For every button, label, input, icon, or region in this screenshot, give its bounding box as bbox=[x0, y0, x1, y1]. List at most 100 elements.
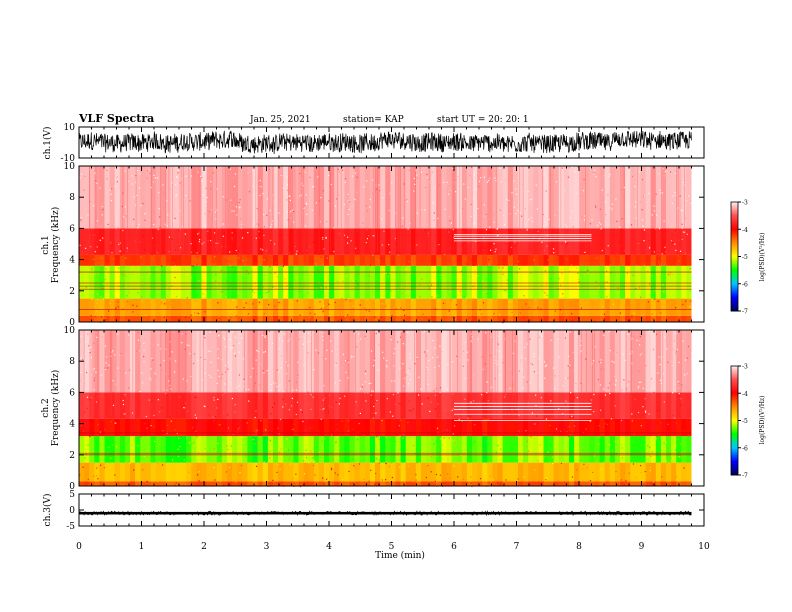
ch2-spectrogram-speckle bbox=[256, 350, 258, 352]
ch2-spectrogram-speckle bbox=[93, 379, 95, 382]
ch1-spectrogram-cell bbox=[446, 298, 453, 316]
ch1-spectrogram-speckle bbox=[486, 181, 488, 183]
ch1-spectrogram-speckle bbox=[468, 305, 470, 307]
ch2-spectrogram-speckle bbox=[627, 333, 629, 335]
ch1-spectrogram-cell bbox=[221, 228, 228, 255]
ch1-spectrogram-speckle bbox=[504, 243, 506, 245]
ch1-spectrogram-speckle bbox=[123, 216, 125, 218]
ch1-spectrogram-speckle bbox=[378, 184, 380, 186]
ch1-colorbar-swatch bbox=[731, 240, 738, 243]
ch1-spectrogram-speckle bbox=[401, 292, 404, 295]
ch1-colorbar-swatch bbox=[731, 243, 738, 247]
ch2-colorbar-swatch bbox=[731, 433, 738, 436]
ch2-spectrogram-speckle bbox=[607, 387, 609, 389]
ch2-spectrogram-cell bbox=[589, 392, 596, 419]
ch2-spectrogram-speckle bbox=[278, 338, 280, 340]
ch2-spectrogram-speckle bbox=[539, 444, 541, 446]
ch1-spectrogram-speckle bbox=[500, 286, 502, 288]
ch1-spectrogram-speckle bbox=[639, 287, 641, 289]
ch2-spectrogram-speckle bbox=[189, 442, 191, 444]
ch1-spectrogram-speckle bbox=[206, 197, 208, 199]
ch1-spectrogram-cell bbox=[257, 228, 264, 255]
ch2-spectrogram-speckle bbox=[434, 347, 436, 349]
ch1-spectrogram-speckle bbox=[654, 228, 657, 230]
ch1-spectrogram-speckle bbox=[678, 239, 680, 241]
ch1-spectrogram-speckle bbox=[480, 313, 482, 315]
ch2-spectrogram-speckle bbox=[323, 332, 325, 334]
ch2-spectrogram-cell bbox=[446, 330, 453, 393]
ch1-spectrogram-cell bbox=[400, 166, 407, 229]
ch1-spectrogram-speckle bbox=[669, 257, 671, 259]
ch1-spectrogram-speckle bbox=[603, 313, 605, 315]
ch2-spectrogram-speckle bbox=[631, 351, 633, 353]
ch2-spectrogram-cell bbox=[518, 418, 524, 437]
ch2-spectrogram-cell bbox=[79, 481, 85, 486]
ch1-colorbar-swatch bbox=[731, 298, 738, 301]
ch1-spectrogram-speckle bbox=[286, 211, 288, 213]
ch2-spectrogram-speckle bbox=[684, 374, 686, 376]
ch1-spectrogram-speckle bbox=[285, 176, 288, 178]
ch2-spectrogram-speckle bbox=[225, 419, 227, 421]
ch1-spectrogram-speckle bbox=[229, 168, 231, 170]
ch2-spectrogram-cell bbox=[579, 418, 585, 437]
ch1-spectrogram-speckle bbox=[519, 312, 521, 314]
ch2-spectrogram-cell bbox=[257, 330, 264, 393]
ch1-spectrogram-speckle bbox=[143, 193, 145, 195]
ch2-spectrogram-speckle bbox=[622, 353, 624, 355]
ch1-spectrogram-speckle bbox=[343, 203, 345, 206]
ch1-spectrogram-cell bbox=[273, 298, 279, 316]
ch1-spectrogram-speckle bbox=[499, 277, 502, 279]
ch1-spectrogram-speckle bbox=[662, 168, 664, 170]
ch1-spectrogram-speckle bbox=[205, 225, 207, 227]
ch1-spectrogram-speckle bbox=[159, 310, 161, 312]
ch2-spectrogram-speckle bbox=[187, 410, 189, 412]
ch2-spectrogram-speckle bbox=[109, 411, 111, 413]
ch1-spectrogram-speckle bbox=[663, 291, 665, 293]
ch1-spectrogram-cell bbox=[170, 315, 177, 322]
ch1-spectrogram-speckle bbox=[606, 270, 608, 272]
ch1-spectrogram-cell bbox=[645, 298, 652, 316]
ch2-spectrogram-cell bbox=[155, 392, 162, 419]
ch1-spectrogram-cell bbox=[344, 315, 351, 322]
ch2-spectrogram-speckle bbox=[450, 458, 452, 460]
ch2-spectrogram-speckle bbox=[567, 377, 569, 379]
ch2-spectrogram-cell bbox=[635, 436, 642, 463]
ch1-spectrogram-cell bbox=[579, 265, 585, 299]
ch1-spectrogram-speckle bbox=[372, 179, 374, 181]
ch2-spectrogram-cell bbox=[201, 462, 208, 482]
ch2-spectrogram-speckle bbox=[181, 333, 183, 335]
ch2-spectrogram-speckle bbox=[684, 431, 686, 433]
ch1-spectrogram-speckle bbox=[403, 309, 405, 311]
ch1-spectrogram-cell bbox=[232, 315, 238, 322]
ch2-spectrogram-speckle bbox=[322, 477, 324, 479]
ch2-spectrogram-speckle bbox=[671, 365, 673, 367]
ch2-spectrogram-speckle bbox=[148, 399, 150, 401]
ch2-spectrogram-cell bbox=[487, 418, 493, 437]
ch2-spectrogram-cell bbox=[344, 436, 351, 463]
ch1-spectrogram-cell bbox=[548, 298, 555, 316]
ch1-spectrogram-cell bbox=[645, 315, 652, 322]
ch2-colorbar-swatch bbox=[731, 376, 738, 380]
ch2-spectrogram-cell bbox=[369, 436, 376, 463]
ch2-spectrogram-speckle bbox=[356, 404, 358, 406]
ch1-colorbar-swatch bbox=[731, 258, 738, 261]
ch2-spectrogram-cell bbox=[415, 418, 422, 437]
ch1-spectrogram-speckle bbox=[446, 181, 448, 183]
ch1-spectrogram-speckle bbox=[397, 254, 400, 256]
ch2-spectrogram-cell bbox=[364, 418, 371, 437]
ch2-spectrogram-cell bbox=[288, 436, 294, 463]
ch1-spectrogram-speckle bbox=[238, 207, 240, 209]
ch1-spectrogram-speckle bbox=[658, 260, 660, 263]
ch2-spectrogram-speckle bbox=[358, 333, 360, 335]
ch1-spectrogram-cell bbox=[666, 254, 672, 266]
ch2-spectrogram-cell bbox=[410, 392, 417, 419]
ch2-spectrogram-cell bbox=[660, 392, 667, 419]
ch2-spectrogram-cell bbox=[191, 392, 197, 419]
ch1-spectrogram-speckle bbox=[627, 306, 629, 308]
ch1-spectrogram-speckle bbox=[174, 276, 176, 279]
ch1-spectrogram-cell bbox=[201, 228, 208, 255]
ch2-spectrogram-speckle bbox=[672, 414, 674, 416]
ch2-spectrogram-speckle bbox=[323, 483, 326, 485]
ch1-spectrogram-speckle bbox=[372, 235, 374, 237]
ch1-spectrogram-cell bbox=[482, 265, 488, 299]
